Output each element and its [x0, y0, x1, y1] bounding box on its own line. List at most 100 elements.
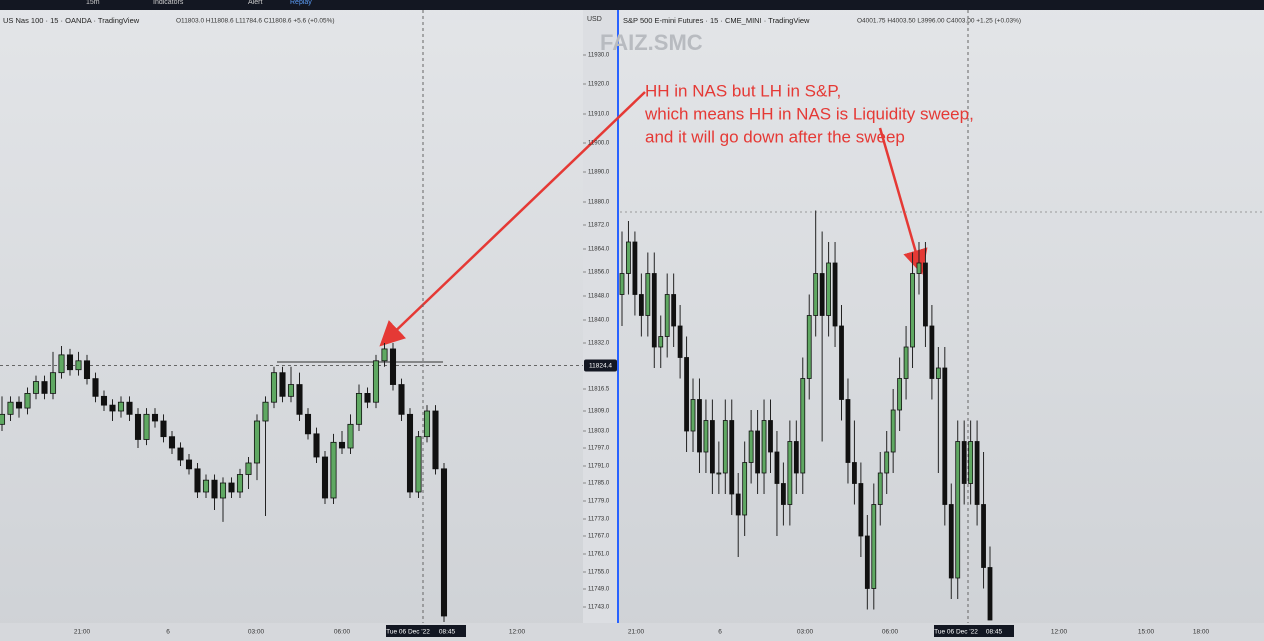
candle-body	[948, 504, 954, 579]
price-axis	[583, 10, 618, 623]
y-tick-label: 11755.0	[588, 570, 610, 576]
x-tick-label: 03:00	[797, 629, 814, 636]
candle-body	[0, 413, 6, 425]
x-tick-label: 06:00	[334, 629, 351, 636]
toolbar-item[interactable]: Alert	[248, 0, 262, 6]
candle-body	[942, 367, 948, 505]
candle-body	[645, 273, 651, 316]
toolbar-item[interactable]: Replay	[290, 0, 312, 6]
candle-body	[313, 433, 320, 458]
candle-body	[768, 420, 773, 453]
candle-body	[651, 273, 657, 348]
candle-body	[903, 346, 909, 379]
y-tick-label: 11832.0	[588, 341, 610, 347]
candle-body	[347, 423, 354, 449]
candle-body	[832, 262, 838, 327]
candle-body	[151, 413, 159, 422]
y-tick-label: 11816.5	[588, 387, 610, 393]
candle-body	[787, 441, 793, 505]
candle-body	[819, 273, 825, 316]
candle-body	[7, 401, 14, 415]
crosshair-time-badge	[386, 625, 466, 637]
watermark: FAIZ.SMC	[600, 30, 703, 55]
symbol-title: S&P 500 E-mini Futures · 15 · CME_MINI ·…	[623, 16, 810, 25]
y-tick-label: 11840.0	[588, 318, 610, 324]
candle-body	[703, 420, 709, 453]
candle-body	[974, 441, 980, 505]
y-tick-label: 11809.0	[588, 409, 610, 415]
x-tick-label: 08:45	[986, 629, 1003, 636]
candle-body	[219, 482, 227, 499]
x-tick-label: 08:45	[439, 629, 456, 636]
candle-body	[884, 451, 890, 474]
candle-body	[270, 372, 278, 403]
y-tick-label: 11856.0	[588, 270, 610, 276]
y-tick-label: 11930.0	[588, 53, 610, 59]
candle-body	[143, 413, 150, 440]
candle-body	[897, 378, 903, 411]
candle-body	[664, 294, 670, 337]
candle-body	[923, 262, 928, 327]
candle-body	[83, 360, 91, 380]
y-tick-label: 11803.0	[588, 429, 610, 435]
x-tick-label: 03:00	[248, 629, 265, 636]
candle-body	[338, 441, 346, 449]
candle-body	[626, 241, 631, 274]
candle-body	[968, 441, 974, 484]
candle-body	[748, 430, 754, 463]
candle-body	[671, 294, 677, 327]
currency[interactable]: USD	[587, 16, 602, 23]
y-tick-label: 11890.0	[588, 170, 610, 176]
arrow	[878, 127, 928, 275]
candle-body	[929, 325, 935, 379]
ohlc: O4001.75 H4003.50 L3996.00 C4003.00 +1.2…	[857, 18, 1021, 25]
candle-body	[126, 401, 133, 415]
candle-body	[632, 241, 638, 295]
candle-body	[839, 325, 844, 400]
y-tick-label: 11920.0	[588, 82, 610, 88]
candle-body	[638, 294, 644, 316]
candle-body	[729, 420, 735, 495]
x-tick-label: 15:00	[1138, 629, 1155, 636]
candle-body	[279, 372, 286, 397]
x-tick-label: 06:00	[882, 629, 899, 636]
toolbar-item[interactable]: Indicators	[153, 0, 184, 6]
candle-body	[304, 413, 312, 435]
y-tick-label: 11797.0	[588, 446, 610, 452]
arrow	[379, 91, 646, 347]
candle-body	[364, 392, 371, 403]
candle-body	[117, 401, 125, 412]
candle-body	[287, 384, 295, 397]
y-tick-label: 11880.0	[588, 200, 610, 206]
candle-body	[800, 378, 806, 474]
x-tick-label: Tue 06 Dec '22	[934, 629, 978, 636]
candle-body	[755, 430, 760, 474]
y-tick-label: 11900.0	[588, 141, 610, 147]
candle-body	[372, 360, 380, 403]
candle-body	[49, 372, 57, 394]
x-tick-label: 18:00	[1193, 629, 1210, 636]
y-tick-label: 11779.0	[588, 499, 610, 505]
candle-body	[858, 483, 864, 537]
candle-body	[58, 354, 65, 374]
candle-body	[961, 441, 967, 484]
candle-body	[245, 462, 252, 475]
candle-body	[742, 462, 748, 516]
candle-body	[877, 472, 883, 505]
x-tick-label: 21:00	[74, 629, 91, 636]
candle-body	[716, 472, 722, 475]
toolbar	[0, 0, 1264, 10]
interval[interactable]: 15m	[86, 0, 100, 6]
candle-body	[253, 420, 261, 464]
candle-body	[296, 384, 303, 415]
candle-body	[813, 273, 819, 316]
candle-body	[262, 401, 269, 422]
candle-body	[194, 468, 201, 493]
candle-body	[709, 420, 715, 474]
candle-body	[697, 399, 702, 453]
candle-body	[168, 436, 176, 449]
candle-body	[24, 392, 31, 409]
y-tick-label: 11791.0	[588, 464, 610, 470]
